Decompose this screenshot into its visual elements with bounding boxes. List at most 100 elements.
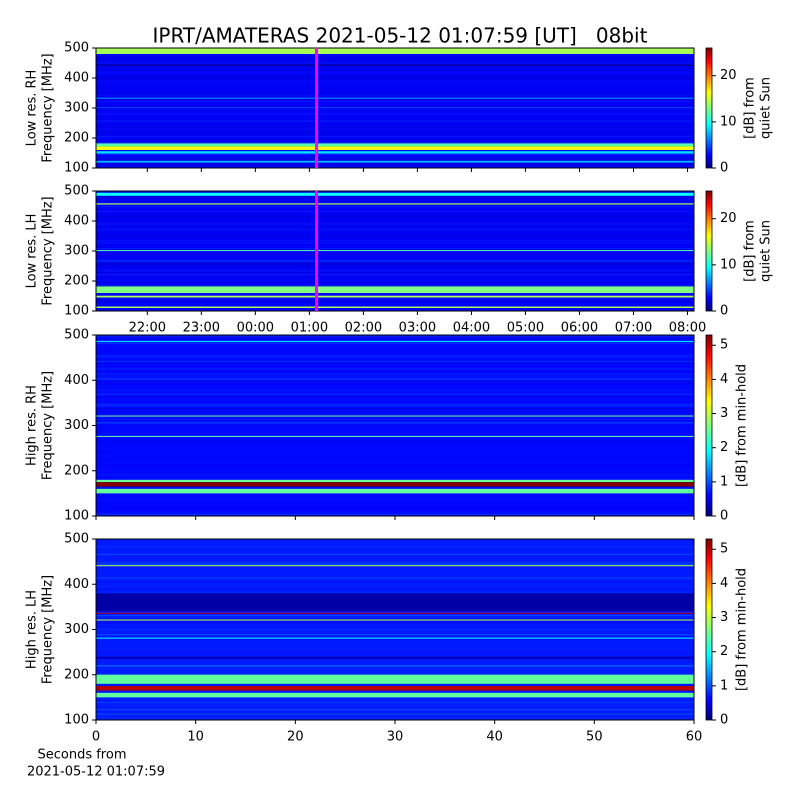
spectrogram-texture xyxy=(96,80,694,82)
spectrogram-texture xyxy=(96,120,694,122)
colorbar-tick-label: 3 xyxy=(720,406,728,421)
spectrogram-texture xyxy=(96,142,694,144)
spectrogram-texture xyxy=(96,210,694,212)
spectrogram-texture xyxy=(96,403,694,405)
spectrogram-texture xyxy=(96,159,694,161)
spectrogram-texture xyxy=(96,496,694,498)
spectrogram-texture xyxy=(96,408,694,410)
x-tick-label: 22:00 xyxy=(129,321,166,336)
spectrogram-texture xyxy=(96,76,694,78)
y-tick-label: 300 xyxy=(64,244,89,259)
spectrogram-texture xyxy=(96,221,694,223)
spectrogram-band xyxy=(96,488,694,494)
spectrogram-band xyxy=(96,286,694,293)
spectrogram-texture xyxy=(96,62,694,64)
x-tick-label: 20 xyxy=(287,730,304,745)
x-tick-label: 07:00 xyxy=(615,321,652,336)
spectrogram-texture xyxy=(96,215,694,217)
spectrogram-texture xyxy=(96,239,694,241)
spectrogram-texture xyxy=(96,127,694,129)
x-tick-label: 0 xyxy=(92,730,100,745)
spectrogram-texture xyxy=(96,264,694,266)
y-axis-label: Low res. LH xyxy=(25,214,40,289)
spectrogram-texture xyxy=(96,717,694,719)
spectrogram-texture xyxy=(96,58,694,60)
spectrogram-texture xyxy=(96,405,694,407)
colorbar-tick-label: 1 xyxy=(720,678,728,693)
spectrogram-texture xyxy=(96,54,694,56)
spectrogram-texture xyxy=(96,430,694,432)
spectrogram-band xyxy=(96,692,694,698)
y-tick-label: 300 xyxy=(64,622,89,637)
y-tick-label: 100 xyxy=(64,161,89,176)
spectrogram-texture xyxy=(96,267,694,269)
spectrogram-texture xyxy=(96,464,694,466)
spectrogram-texture xyxy=(96,153,694,155)
spectrogram-texture xyxy=(96,390,694,392)
spectrogram-band xyxy=(96,656,694,659)
spectrogram-texture xyxy=(96,570,694,572)
spectrogram-band xyxy=(96,482,694,487)
spectrogram-texture xyxy=(96,227,694,229)
y-tick-label: 200 xyxy=(64,274,89,289)
x-tick-label: 05:00 xyxy=(507,321,544,336)
spectrogram-texture xyxy=(96,207,694,209)
spectrogram-texture xyxy=(96,335,694,337)
spectrogram-texture xyxy=(96,204,694,206)
y-tick-label: 500 xyxy=(64,328,89,343)
spectrogram-texture xyxy=(96,136,694,138)
spectrogram-band xyxy=(96,160,694,163)
spectrogram-texture xyxy=(96,710,694,712)
x-tick-label: 04:00 xyxy=(453,321,490,336)
spectrogram-texture xyxy=(96,197,694,199)
y-tick-label: 500 xyxy=(64,184,89,199)
colorbar-tick-label: 0 xyxy=(720,509,728,524)
x-tick-label: 06:00 xyxy=(561,321,598,336)
spectrogram-texture xyxy=(96,72,694,74)
colorbar-tick-label: 0 xyxy=(720,304,728,319)
spectrogram-texture xyxy=(96,210,694,212)
spectrogram-texture xyxy=(96,714,694,716)
spectrogram-texture xyxy=(96,191,694,193)
colorbar xyxy=(705,47,713,169)
spectrogram-band xyxy=(96,435,694,437)
spectrogram-band xyxy=(96,306,694,308)
y-axis-label: High res. LH xyxy=(25,590,40,669)
spectrogram-texture xyxy=(96,78,694,80)
spectrogram-texture xyxy=(96,440,694,442)
spectrogram-texture xyxy=(96,709,694,711)
y-tick-label: 300 xyxy=(64,101,89,116)
spectrogram-band xyxy=(96,593,694,612)
spectrogram-texture xyxy=(96,274,694,276)
spectrogram-texture xyxy=(96,589,694,591)
spectrogram-band xyxy=(96,107,694,109)
spectrogram-texture xyxy=(96,651,694,653)
spectrogram-texture xyxy=(96,562,694,564)
spectrogram-texture xyxy=(96,498,694,500)
spectrogram-band xyxy=(96,64,694,66)
spectrogram-texture xyxy=(96,503,694,505)
spectrogram-texture xyxy=(96,355,694,357)
spectrogram-texture xyxy=(96,129,694,131)
spectrogram-texture xyxy=(96,375,694,377)
colorbar-tick-label: 20 xyxy=(720,211,737,226)
spectrogram-texture xyxy=(96,344,694,346)
spectrogram-texture xyxy=(96,509,694,511)
spectrogram-band xyxy=(96,97,694,99)
colorbar-tick-label: 20 xyxy=(720,68,737,83)
spectrogram-texture xyxy=(96,229,694,231)
spectrogram-band xyxy=(96,192,694,196)
x-tick-label: 23:00 xyxy=(183,321,220,336)
spectrogram-texture xyxy=(96,303,694,305)
spectrogram-texture xyxy=(96,154,694,156)
spectrogram-texture xyxy=(96,88,694,90)
spectrogram-texture xyxy=(96,396,694,398)
spectrogram-texture xyxy=(96,634,694,636)
y-tick-label: 500 xyxy=(64,41,89,56)
spectrogram-texture xyxy=(96,665,694,667)
spectrogram-texture xyxy=(96,615,694,617)
spectrogram-texture xyxy=(96,195,694,197)
spectrogram-texture xyxy=(96,230,694,232)
spectrogram-texture xyxy=(96,507,694,509)
